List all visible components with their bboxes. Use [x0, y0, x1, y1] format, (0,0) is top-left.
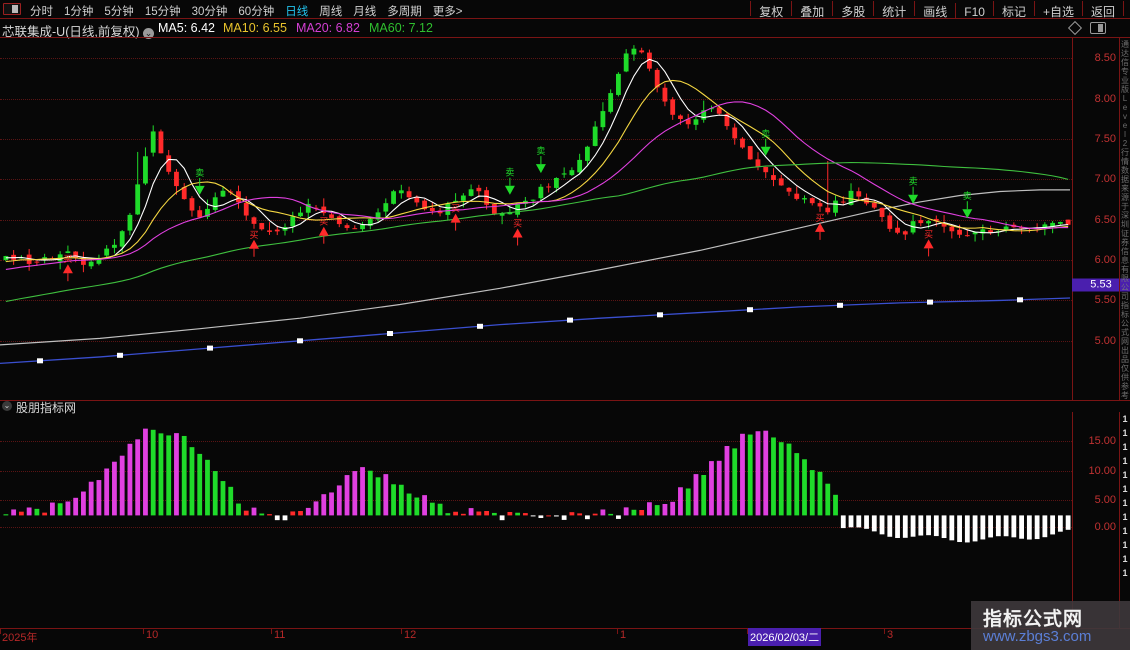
svg-text:买: 买 [924, 229, 933, 239]
svg-text:买: 买 [513, 219, 522, 229]
svg-text:卖: 卖 [536, 146, 545, 156]
svg-text:卖: 卖 [761, 129, 770, 139]
svg-text:买: 买 [249, 230, 258, 240]
svg-text:卖: 卖 [505, 168, 514, 178]
svg-text:买: 买 [451, 204, 460, 214]
svg-text:卖: 卖 [195, 168, 204, 178]
svg-text:买: 买 [319, 217, 328, 227]
svg-text:买: 买 [815, 213, 824, 223]
svg-text:买: 买 [63, 254, 72, 264]
svg-text:卖: 卖 [909, 177, 918, 187]
svg-text:卖: 卖 [963, 191, 972, 201]
